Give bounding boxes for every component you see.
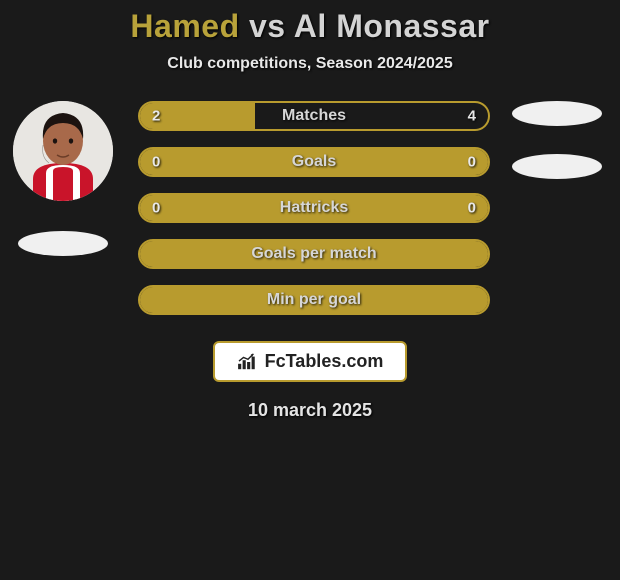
stat-bar: Matches 2 4	[138, 101, 490, 131]
bar-label: Hattricks	[280, 199, 348, 217]
date-label: 10 march 2025	[0, 400, 620, 421]
bar-value-right: 4	[468, 108, 476, 125]
chart-icon	[237, 353, 259, 371]
title-player-left: Hamed	[130, 8, 239, 44]
watermark-text: FcTables.com	[265, 351, 384, 372]
bar-label: Min per goal	[267, 291, 361, 309]
player-right-flag	[512, 154, 602, 179]
subtitle: Club competitions, Season 2024/2025	[0, 55, 620, 73]
title-player-right: Al Monassar	[294, 8, 490, 44]
bar-label: Matches	[282, 107, 346, 125]
bar-value-left: 0	[152, 200, 160, 217]
title-vs: vs	[249, 8, 286, 44]
bar-value-left: 2	[152, 108, 160, 125]
player-right-column	[502, 101, 612, 179]
comparison-card: Hamed vs Al Monassar Club competitions, …	[0, 0, 620, 421]
watermark-badge: FcTables.com	[213, 341, 408, 382]
stat-bars: Matches 2 4 Goals 0 0 Hattricks 0 0 Goals per mat…	[138, 101, 490, 315]
stat-bar: Goals per match	[138, 239, 490, 269]
player-right-avatar	[512, 101, 602, 126]
bar-label: Goals per match	[251, 245, 376, 263]
compare-area: Matches 2 4 Goals 0 0 Hattricks 0 0 Goals per mat…	[0, 101, 620, 331]
player-left-column	[8, 101, 118, 256]
bar-value-right: 0	[468, 154, 476, 171]
avatar-person-icon	[13, 101, 113, 201]
bar-value-left: 0	[152, 154, 160, 171]
page-title: Hamed vs Al Monassar	[0, 8, 620, 45]
stat-bar: Goals 0 0	[138, 147, 490, 177]
bar-value-right: 0	[468, 200, 476, 217]
bar-label: Goals	[292, 153, 336, 171]
player-left-flag	[18, 231, 108, 256]
player-left-avatar	[13, 101, 113, 201]
stat-bar: Min per goal	[138, 285, 490, 315]
stat-bar: Hattricks 0 0	[138, 193, 490, 223]
